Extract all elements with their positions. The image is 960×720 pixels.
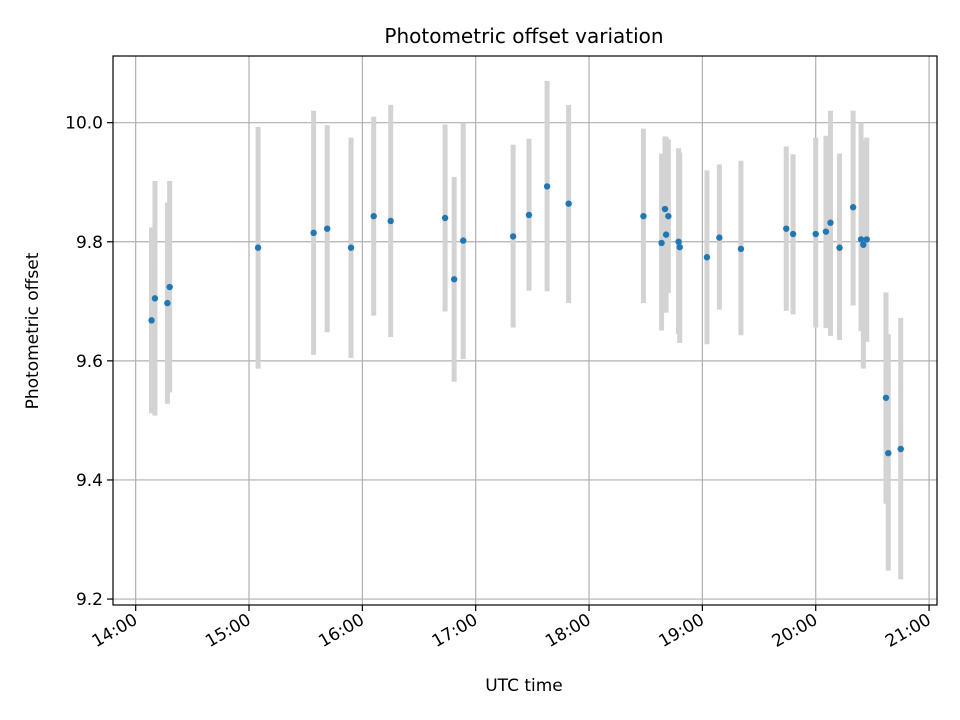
data-point bbox=[254, 244, 262, 251]
data-point bbox=[882, 394, 890, 401]
y-tick-label: 9.2 bbox=[76, 590, 103, 610]
x-tick-label: 21:00 bbox=[882, 610, 934, 652]
data-point bbox=[836, 244, 843, 251]
data-point bbox=[783, 225, 790, 232]
data-point bbox=[827, 219, 834, 226]
data-point bbox=[509, 233, 517, 240]
plot-frame bbox=[112, 55, 938, 606]
data-point bbox=[441, 214, 449, 222]
data-point bbox=[737, 245, 745, 253]
x-axis-label: UTC time bbox=[485, 676, 563, 696]
data-point bbox=[822, 228, 830, 235]
data-point bbox=[675, 238, 682, 245]
data-points bbox=[148, 183, 904, 457]
data-point bbox=[812, 230, 819, 238]
data-point bbox=[789, 230, 797, 238]
data-point bbox=[565, 200, 572, 207]
x-tick-label: 19:00 bbox=[655, 610, 707, 652]
data-point bbox=[166, 283, 173, 291]
data-point bbox=[324, 225, 331, 232]
data-point bbox=[151, 295, 159, 302]
data-point bbox=[665, 212, 672, 220]
y-tick-label: 9.4 bbox=[76, 471, 103, 491]
data-point bbox=[640, 212, 647, 220]
data-point bbox=[885, 449, 892, 457]
data-point bbox=[347, 244, 355, 251]
data-point bbox=[676, 243, 683, 251]
grid bbox=[113, 56, 937, 605]
data-point bbox=[310, 229, 317, 237]
x-tick-label: 20:00 bbox=[769, 610, 821, 652]
data-point bbox=[460, 237, 467, 244]
data-point bbox=[525, 211, 533, 219]
data-point bbox=[860, 241, 867, 248]
data-point bbox=[897, 445, 904, 453]
data-point bbox=[164, 299, 171, 307]
data-point bbox=[662, 231, 670, 238]
data-point bbox=[849, 204, 857, 211]
x-tick-label: 16:00 bbox=[315, 610, 367, 652]
y-tick-label: 10.0 bbox=[65, 114, 103, 134]
x-tick-label: 14:00 bbox=[89, 610, 141, 652]
x-tick-label: 18:00 bbox=[542, 610, 594, 652]
y-axis: 9.2 9.4 9.6 9.8 10.0 bbox=[65, 114, 113, 610]
data-point bbox=[543, 183, 551, 190]
data-point bbox=[370, 212, 377, 220]
chart-title: Photometric offset variation bbox=[384, 24, 663, 48]
y-tick-label: 9.6 bbox=[76, 352, 103, 372]
data-point bbox=[716, 234, 723, 241]
x-tick-label: 17:00 bbox=[429, 610, 481, 652]
data-point bbox=[863, 236, 870, 243]
data-point bbox=[658, 239, 665, 247]
data-point bbox=[148, 317, 155, 324]
y-tick-label: 9.8 bbox=[76, 233, 103, 253]
x-tick-label: 15:00 bbox=[202, 610, 254, 652]
data-point bbox=[450, 276, 458, 283]
y-axis-label: Photometric offset bbox=[23, 252, 43, 409]
data-point bbox=[703, 254, 711, 261]
x-axis: 14:00 15:00 16:00 17:00 18:00 19:00 20:00 21:00 bbox=[89, 605, 935, 652]
data-point bbox=[857, 236, 865, 243]
data-point bbox=[661, 205, 669, 213]
error-bars bbox=[149, 81, 904, 580]
data-point bbox=[387, 217, 394, 225]
